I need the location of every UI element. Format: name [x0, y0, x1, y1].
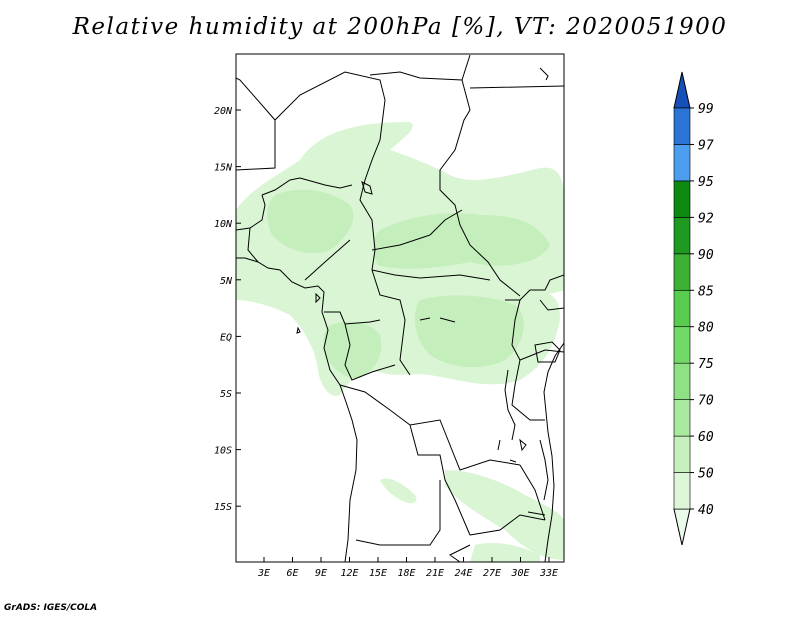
colorbar-lower-extend — [673, 508, 691, 546]
colorbar-label: 95 — [698, 175, 714, 190]
colorbar-box — [673, 435, 691, 473]
grads-credit: GrADS: IGES/COLA — [4, 603, 98, 613]
lat-tick-label: 5S — [220, 389, 232, 400]
lake-chad — [361, 181, 373, 195]
colorbar-box — [673, 472, 691, 510]
lon-axis: 3E 6E 9E 12E 15E 18E 21E 24E 27E 30E 33E — [257, 557, 558, 579]
small-lakes — [419, 317, 546, 516]
humidity-region-south-1 — [380, 478, 417, 504]
colorbar-label: 50 — [698, 467, 714, 482]
coastline-west — [236, 257, 358, 562]
humidity-region-south-2 — [445, 470, 564, 560]
humidity-region-core-1 — [267, 189, 354, 254]
colorbar-box — [673, 326, 691, 364]
lon-tick-label: 30E — [510, 568, 529, 579]
map-title: Relative humidity at 200hPa [%], VT: 202… — [72, 14, 728, 40]
colorbar-label: 40 — [698, 503, 714, 518]
border-lines — [236, 54, 564, 562]
colorbar-box — [673, 399, 691, 437]
island-saotome — [296, 326, 301, 334]
lat-tick-label: 10N — [214, 219, 233, 230]
colorbar-box — [673, 289, 691, 328]
lake-mweru — [519, 438, 527, 452]
humidity-shading — [236, 122, 564, 562]
lon-tick-label: 3E — [257, 568, 270, 579]
lon-tick-label: 15E — [369, 568, 387, 579]
colorbar-label: 75 — [698, 357, 714, 372]
lat-tick-label: 20N — [214, 106, 233, 117]
country-borders — [236, 54, 564, 562]
colorbar-label: 70 — [698, 394, 714, 409]
lat-tick-label: 15N — [214, 163, 233, 174]
lon-tick-label: 21E — [426, 568, 444, 579]
colorbar-box — [673, 253, 691, 291]
lake-victoria — [534, 341, 561, 363]
colorbar-label: 80 — [698, 321, 714, 336]
humidity-region-core-2 — [372, 213, 550, 269]
lat-tick-label: 5N — [220, 276, 233, 287]
colorbar-label: 97 — [698, 138, 714, 153]
colorbar-box — [673, 107, 691, 145]
coastline-east — [543, 342, 564, 562]
colorbar-label: 90 — [698, 248, 714, 263]
humidity-region-south-3 — [470, 543, 540, 562]
colorbar-label: 60 — [698, 430, 714, 445]
colorbar-box — [673, 144, 691, 182]
colorbar-label: 85 — [698, 284, 714, 299]
colorbar-box — [673, 362, 691, 400]
lake-tanganyika — [504, 369, 516, 441]
lat-tick-label: 10S — [214, 446, 232, 457]
lat-axis: 20N 15N 10N 5N EQ 5S 10S 15S — [214, 106, 241, 513]
lat-tick-label: 15S — [214, 502, 232, 513]
lon-tick-label: 18E — [397, 568, 415, 579]
humidity-region-core-3 — [323, 321, 382, 379]
colorbar-box — [673, 180, 691, 218]
sinai-coast — [539, 67, 549, 81]
colorbar-upper-extend — [673, 71, 691, 109]
lon-tick-label: 9E — [315, 568, 327, 579]
colorbar-label: 92 — [698, 211, 714, 226]
lake-malawi — [539, 439, 549, 501]
lon-tick-label: 12E — [340, 568, 358, 579]
lon-tick-label: 6E — [286, 568, 298, 579]
colorbar-label: 99 — [698, 102, 714, 117]
map-frame — [235, 53, 565, 563]
island-bioko — [315, 292, 321, 304]
lon-tick-label: 33E — [539, 568, 558, 579]
colorbar: 40 50 60 70 75 80 85 90 92 95 97 99 — [673, 71, 714, 546]
lon-tick-label: 27E — [483, 568, 501, 579]
humidity-region-core-4 — [414, 295, 524, 368]
lon-tick-label: 24E — [454, 568, 472, 579]
lat-tick-label: EQ — [220, 332, 232, 343]
colorbar-box — [673, 217, 691, 255]
